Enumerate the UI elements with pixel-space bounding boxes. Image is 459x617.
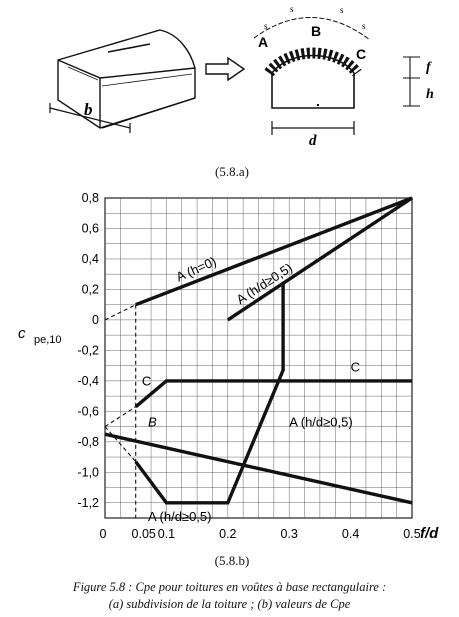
series-line-4 [134, 379, 412, 409]
x-axis-label: f/d [420, 525, 439, 542]
label-f: f [426, 60, 432, 75]
series-line-8 [104, 426, 137, 462]
figure-caption-line-1: Figure 5.8 : Cpe pour toitures en voûtes… [72, 580, 387, 594]
y-axis-label: c pe,10 [18, 325, 62, 346]
x-tick-label: 0 [100, 527, 107, 541]
building-3d-drawing [57, 29, 196, 129]
svg-text:c: c [18, 325, 26, 342]
x-tick-label: 0.1 [158, 527, 175, 541]
x-tick-label: 0.2 [219, 527, 236, 541]
label-h: h [426, 87, 434, 102]
y-tick-label: -0,2 [77, 343, 99, 357]
label-b: b [84, 100, 93, 119]
figure-caption-line-2: (a) subdivision de la toiture ; (b) vale… [108, 597, 351, 611]
y-tick-label: 0,2 [82, 282, 99, 296]
annotation-label: C [351, 360, 360, 375]
chart-lines [104, 196, 413, 518]
zone-b-label: B [311, 23, 321, 39]
annotation-label: B [148, 415, 157, 430]
y-tick-label: 0 [92, 313, 99, 327]
series-line-7 [104, 406, 136, 428]
label-s-1: s [264, 21, 268, 31]
x-tick-label: 0.3 [281, 527, 298, 541]
chart-ticks: 0,8 0,6 0,4 0,2 0 -0,2 -0,4 -0,6 -0,8 -1,0 -1,2 0 0.… [77, 191, 420, 541]
series-line-3 [134, 281, 285, 505]
series-line-5 [104, 432, 413, 505]
sublabel-a: (5.8.a) [215, 164, 249, 179]
annotation-label: A (h/d≥0,5) [234, 260, 295, 307]
y-tick-label: -0,4 [77, 374, 99, 388]
label-d: d [309, 133, 317, 149]
label-s-4: s [362, 21, 366, 31]
annotation-label: A (h/d≥0,5) [289, 415, 353, 430]
dimension-f-h [403, 56, 420, 107]
y-tick-label: -1,0 [77, 465, 99, 479]
x-tick-label: 0.5 [403, 527, 420, 541]
series-line-2 [226, 196, 413, 322]
label-s-2: s [290, 4, 294, 14]
annotation-label: C [142, 373, 151, 388]
zone-c-label: C [356, 46, 366, 62]
dimension-b [49, 103, 131, 133]
annotation-label: A (h/d≥0,5) [148, 509, 212, 524]
y-tick-label: 0,6 [82, 221, 99, 235]
x-tick-label: 0.4 [342, 527, 359, 541]
dimension-d [271, 121, 355, 135]
y-tick-label: -0,8 [77, 435, 99, 449]
zone-a-label: A [258, 34, 268, 50]
x-tick-label: 0.05 [132, 527, 156, 541]
svg-text:pe,10: pe,10 [34, 334, 62, 346]
y-tick-label: 0,4 [82, 252, 99, 266]
series-line-6 [104, 304, 136, 321]
transform-arrow [205, 56, 246, 82]
cross-section-drawing [253, 17, 371, 109]
label-s-3: s [340, 5, 344, 15]
series-line-1 [135, 196, 413, 307]
y-tick-label: 0,8 [82, 191, 99, 205]
sublabel-b: (5.8.b) [214, 553, 250, 568]
y-tick-label: -1,2 [77, 496, 99, 510]
y-tick-label: -0,6 [77, 404, 99, 418]
